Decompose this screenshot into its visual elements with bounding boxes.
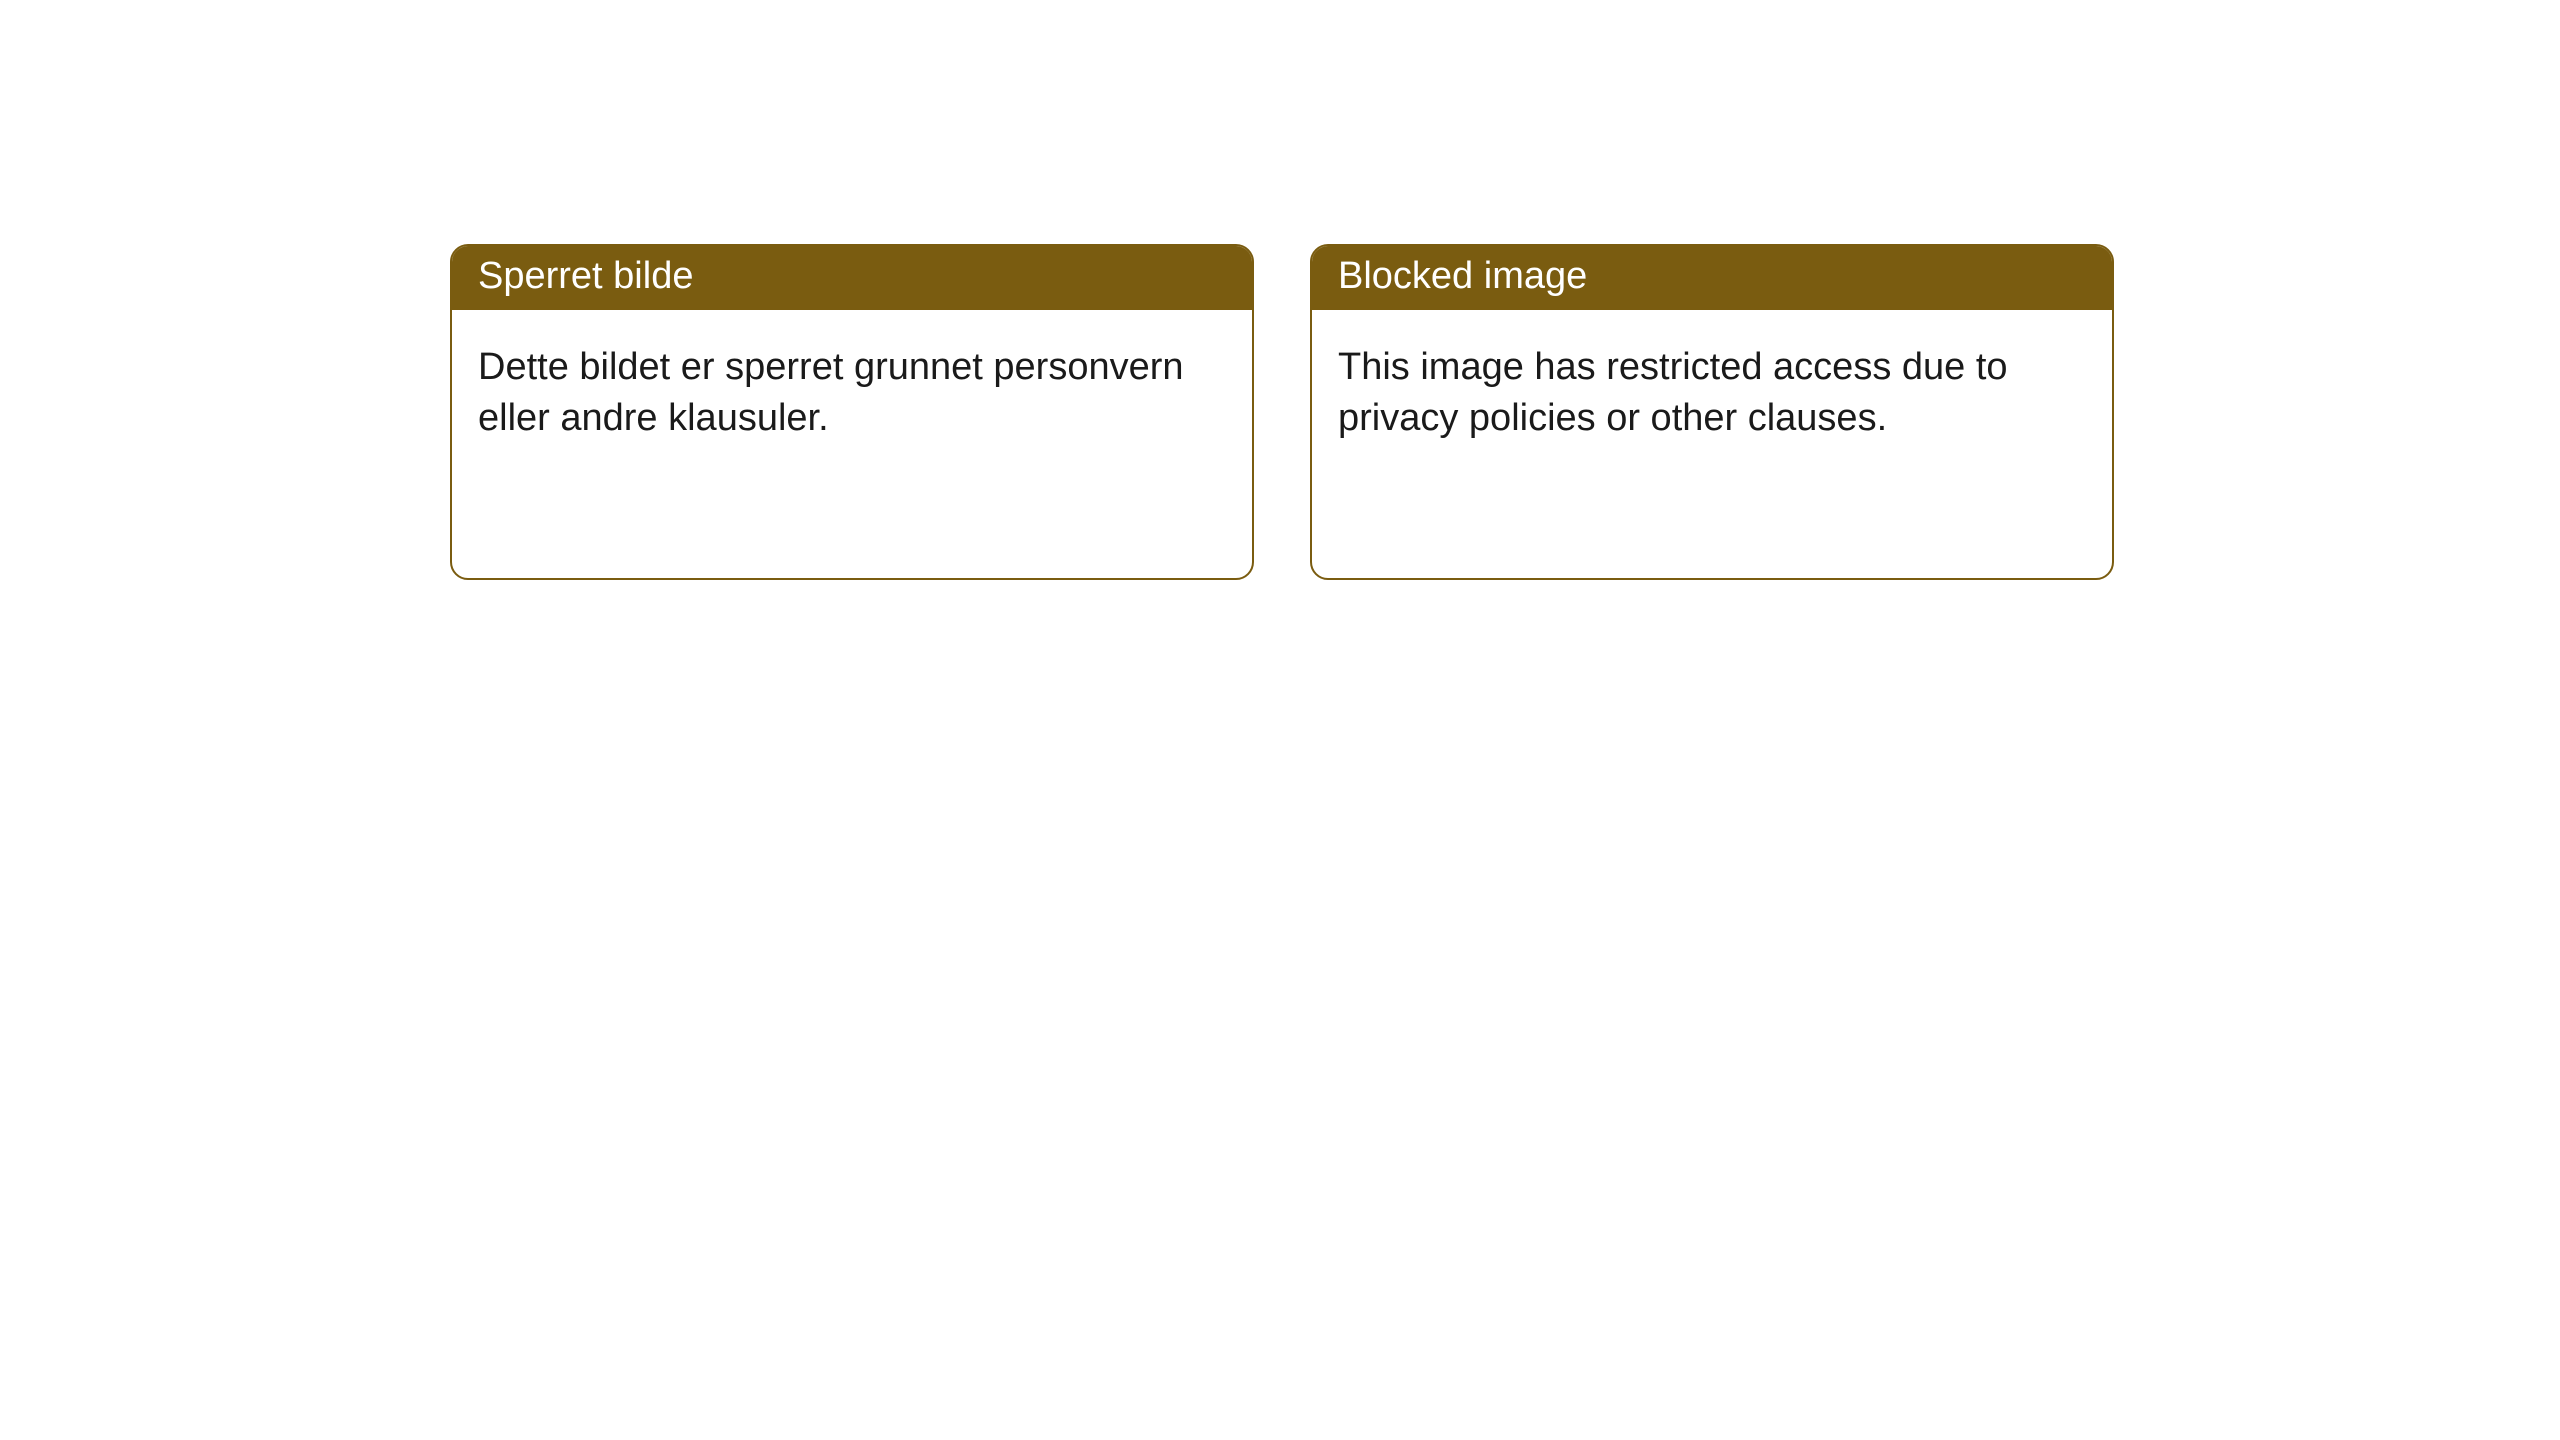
notice-card-title: Sperret bilde	[452, 246, 1252, 310]
notice-card-body: Dette bildet er sperret grunnet personve…	[452, 310, 1252, 477]
notice-card-body: This image has restricted access due to …	[1312, 310, 2112, 477]
notice-card-title: Blocked image	[1312, 246, 2112, 310]
notice-card-nb: Sperret bilde Dette bildet er sperret gr…	[450, 244, 1254, 580]
notice-card-en: Blocked image This image has restricted …	[1310, 244, 2114, 580]
notice-cards-row: Sperret bilde Dette bildet er sperret gr…	[450, 244, 2114, 580]
